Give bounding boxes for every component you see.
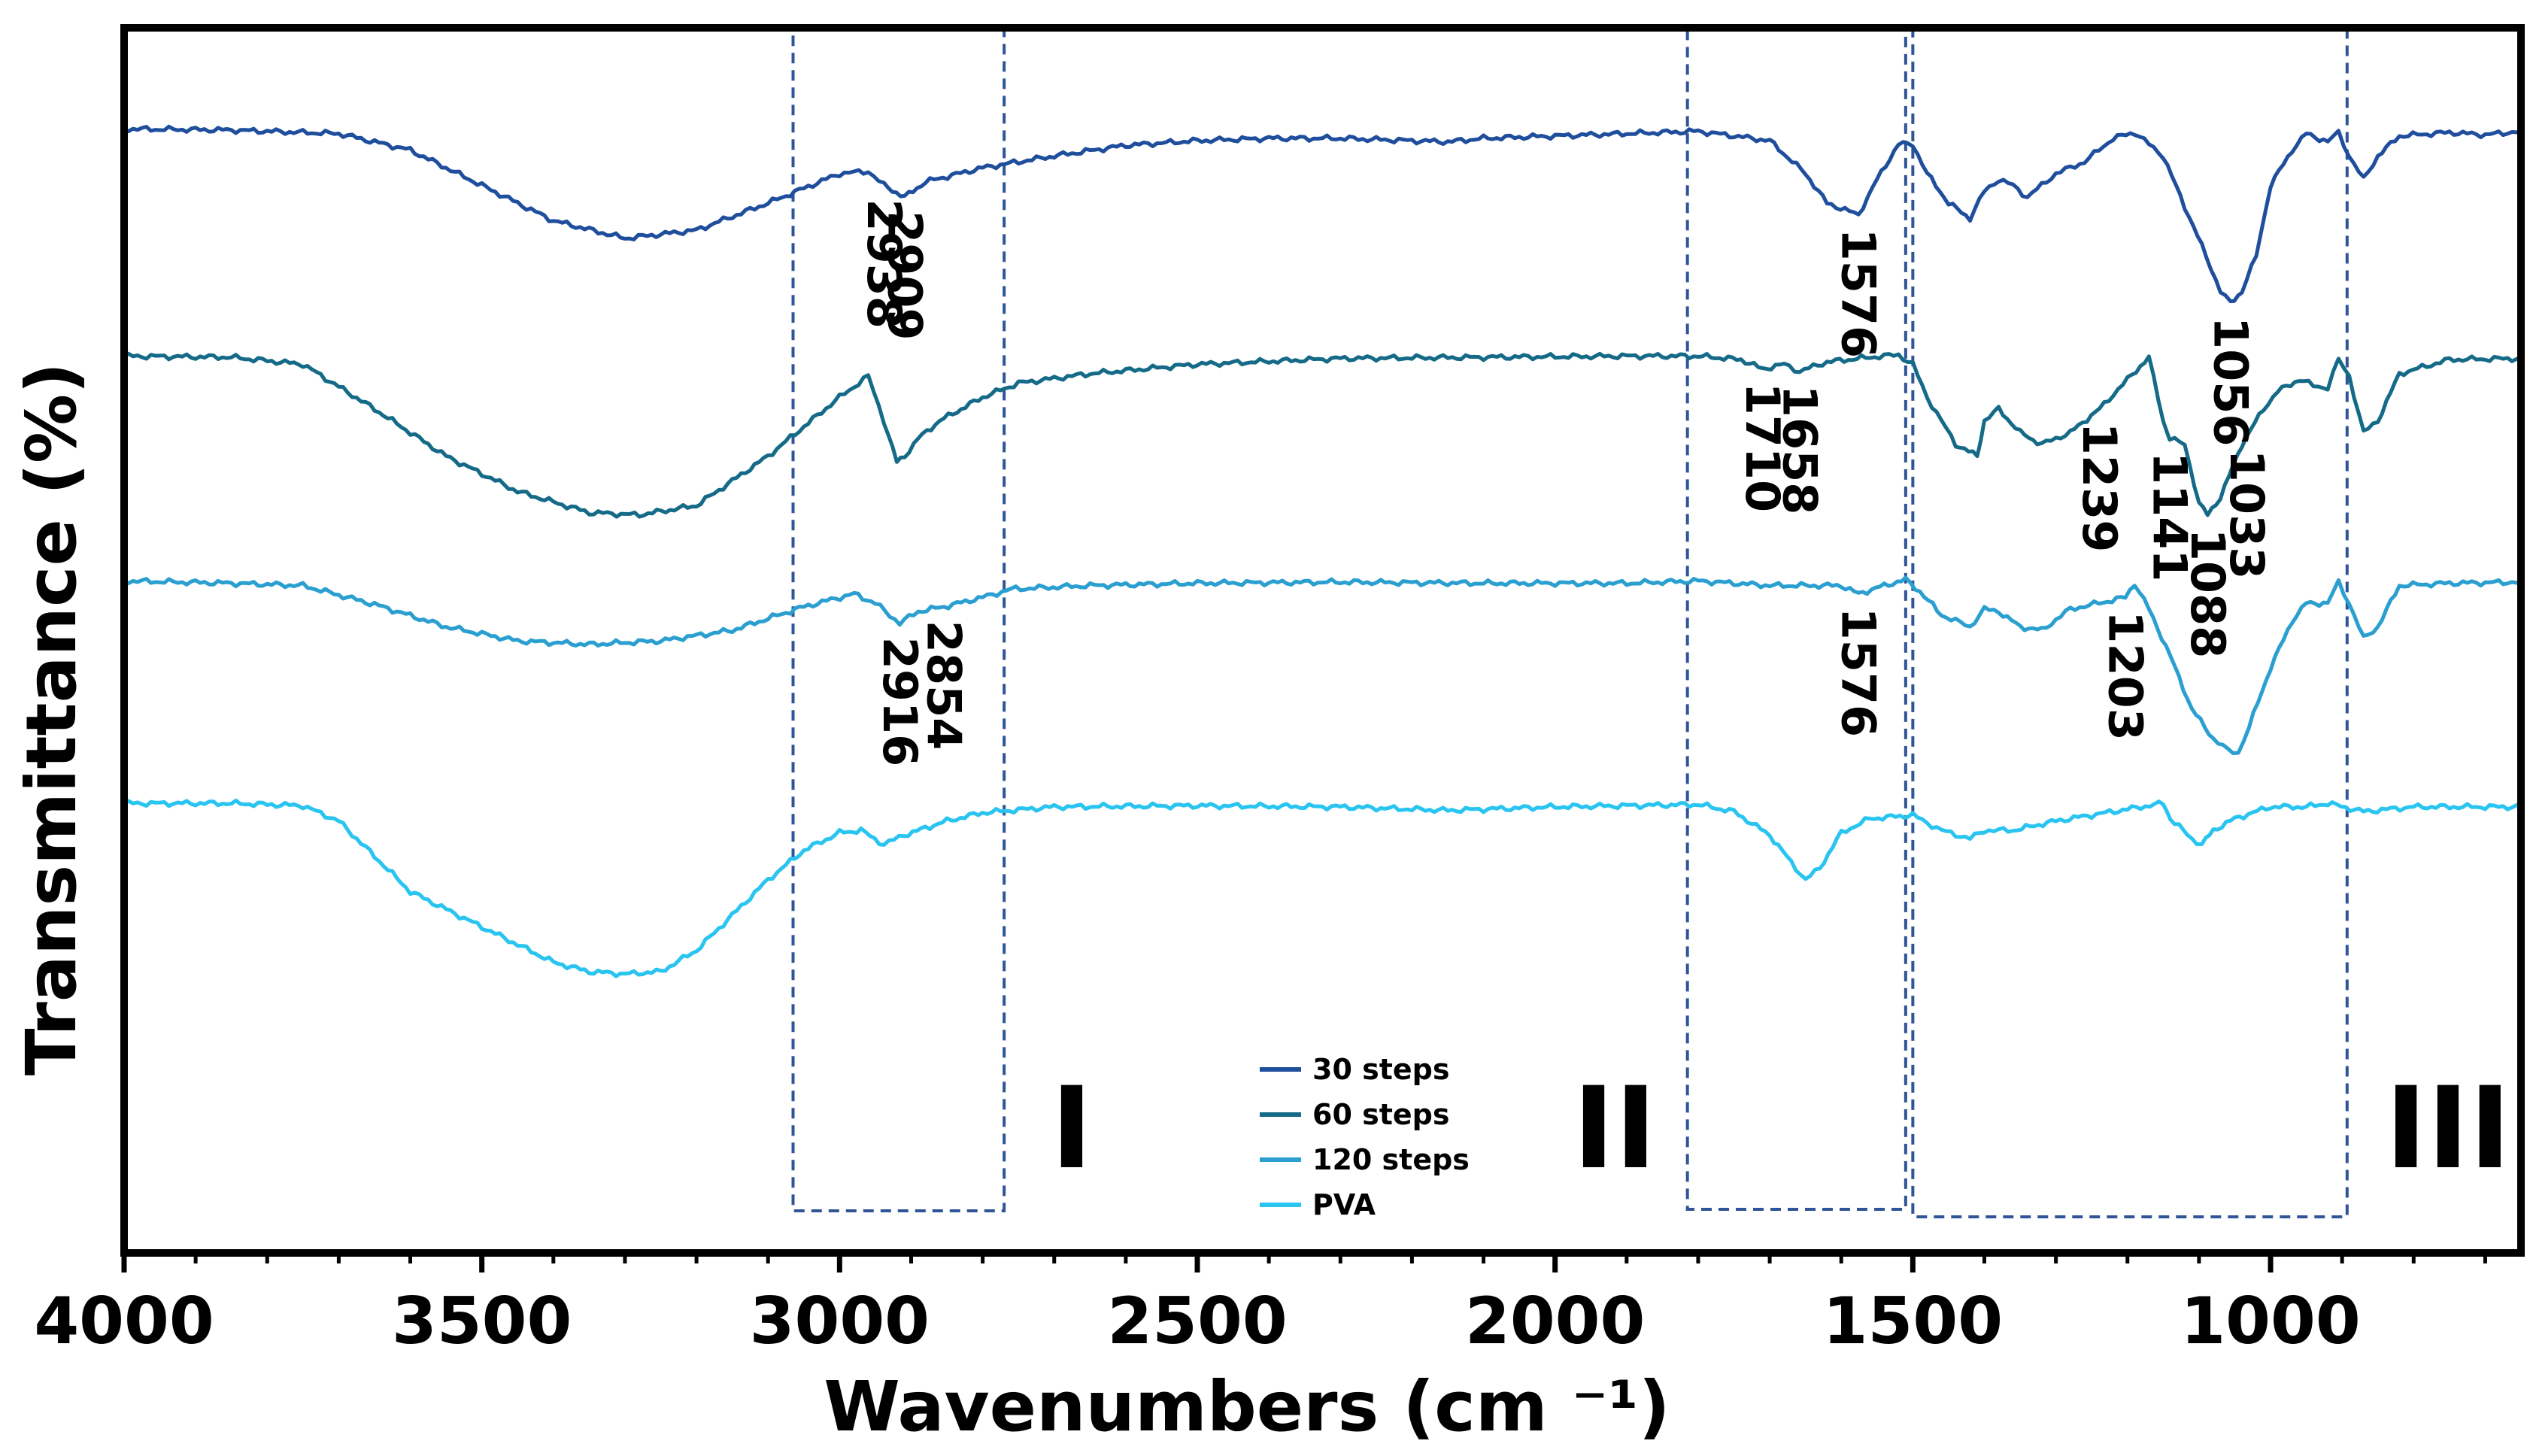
legend-label: 30 steps <box>1312 1053 1450 1086</box>
peak-label: 1576 <box>1831 229 1886 359</box>
x-tick-label: 1000 <box>2180 1284 2360 1359</box>
peak-label: 1710 <box>1735 383 1790 513</box>
x-tick-label: 2500 <box>1107 1284 1287 1359</box>
plot-frame <box>120 24 2525 1257</box>
region-label-3: III <box>2385 1063 2510 1194</box>
legend-label: 120 steps <box>1312 1143 1470 1176</box>
peak-label: 1056 <box>2203 317 2258 447</box>
peak-label: 1141 <box>2142 452 2197 582</box>
y-axis-title: Transmittance (%) <box>11 362 92 1076</box>
peak-label: 1088 <box>2180 529 2235 659</box>
region-labels: I II III <box>1051 1063 2511 1194</box>
legend: 30 steps 60 steps 120 steps PVA <box>1260 1053 1470 1221</box>
peak-label: 1239 <box>2072 423 2127 553</box>
region-label-1: I <box>1051 1063 1093 1194</box>
series-line-pva <box>123 798 2522 978</box>
legend-label: 60 steps <box>1312 1098 1450 1131</box>
peak-label: 1203 <box>2098 611 2152 741</box>
x-tick-label: 3000 <box>750 1284 930 1359</box>
series-line-120-steps <box>123 575 2522 755</box>
series-line-30-steps <box>123 124 2522 304</box>
x-tick-label: 2000 <box>1465 1284 1645 1359</box>
x-axis-title: Wavenumbers (cm ⁻¹) <box>824 1367 1670 1447</box>
peak-label: 1658 <box>1773 385 1828 515</box>
peak-label: 2854 <box>917 620 972 751</box>
peak-label: 1033 <box>2219 450 2274 580</box>
spectra-lines <box>123 124 2522 978</box>
x-tick-label: 1500 <box>1823 1284 2003 1359</box>
region-label-2: II <box>1573 1063 1657 1194</box>
peak-label: 1576 <box>1831 608 1886 738</box>
x-axis-ticks: 4000 3500 3000 2500 2000 1500 1000 <box>34 1253 2487 1359</box>
legend-label: PVA <box>1312 1188 1376 1221</box>
peak-label: 2938 <box>857 199 912 329</box>
series-line-60-steps <box>123 351 2522 519</box>
peak-label: 2909 <box>877 211 932 341</box>
peak-label: 2916 <box>872 637 927 767</box>
x-tick-label: 4000 <box>34 1284 214 1359</box>
x-tick-label: 3500 <box>392 1284 572 1359</box>
